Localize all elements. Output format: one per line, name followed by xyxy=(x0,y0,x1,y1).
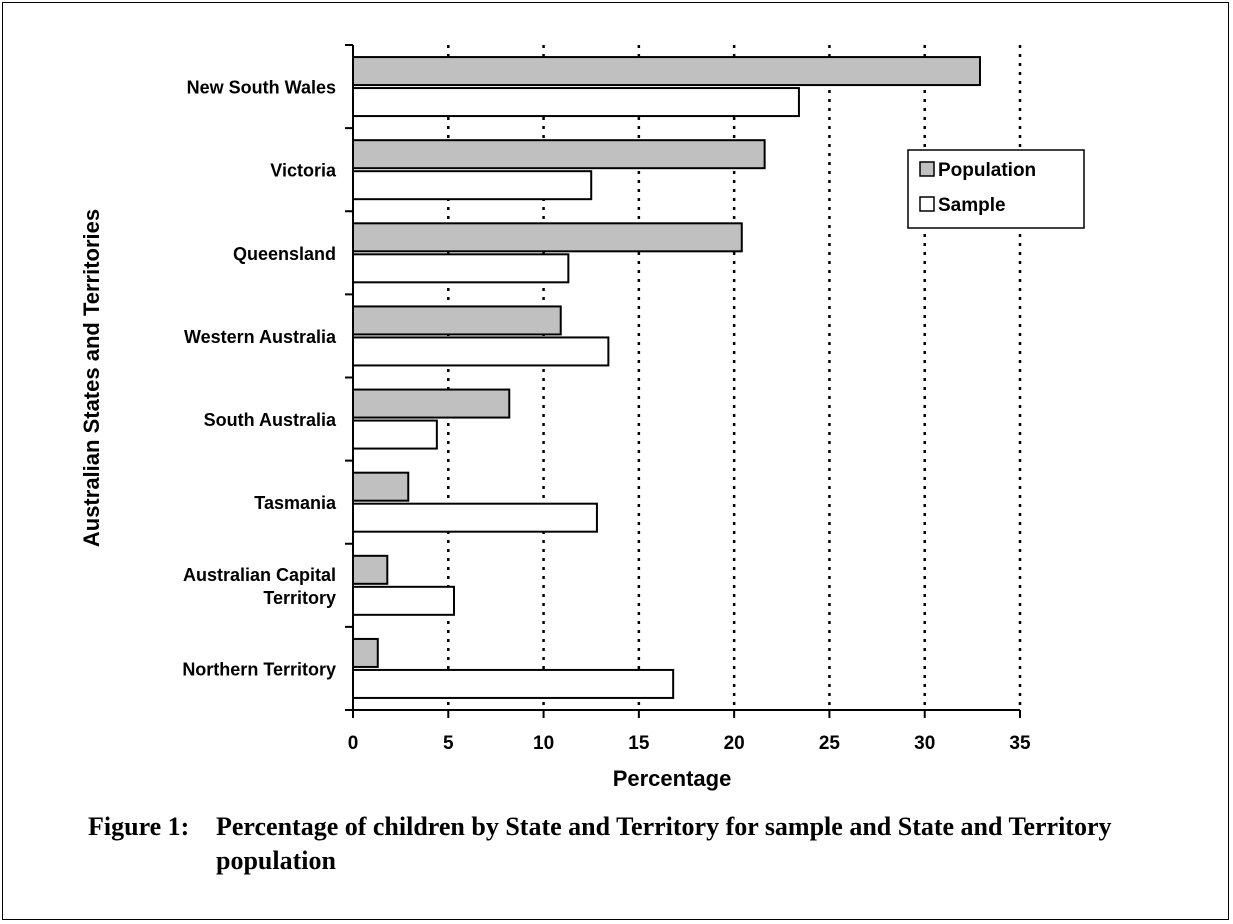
axes xyxy=(345,44,1021,718)
bar-sample xyxy=(352,585,456,616)
legend-label-population: Population xyxy=(938,160,1036,181)
bar-sample xyxy=(352,502,598,533)
bar-population xyxy=(352,139,766,170)
category-label: Territory xyxy=(263,588,336,608)
bar-population xyxy=(352,637,379,668)
bar-sample xyxy=(352,336,610,367)
bars xyxy=(352,56,981,699)
bar-sample xyxy=(352,253,570,284)
bar-sample xyxy=(352,668,675,699)
figure-caption-text: Percentage of children by State and Terr… xyxy=(216,812,1112,875)
figure-caption-label: Figure 1: xyxy=(88,812,190,841)
bar-sample xyxy=(352,170,593,201)
x-tick-label: 5 xyxy=(443,733,454,754)
legend-swatch-population xyxy=(919,161,935,177)
category-label: South Australia xyxy=(204,410,337,430)
category-label: Northern Territory xyxy=(182,659,336,679)
category-label: Queensland xyxy=(233,244,336,264)
bar-sample xyxy=(352,419,438,450)
legend-box xyxy=(907,149,1085,229)
bar-population xyxy=(352,554,389,585)
bar-population xyxy=(352,56,981,87)
bar-population xyxy=(352,305,562,336)
bar-population xyxy=(352,388,511,419)
tick-labels: 0 5 10 15 20 25 30 35 xyxy=(348,733,1031,754)
x-tick-label: 25 xyxy=(819,733,841,754)
category-label: New South Wales xyxy=(187,78,336,98)
x-tick-label: 35 xyxy=(1009,733,1031,754)
x-tick-label: 10 xyxy=(533,733,554,754)
bar-sample xyxy=(352,87,800,118)
bar-population xyxy=(352,222,743,253)
x-tick-label: 20 xyxy=(724,733,745,754)
legend-label-sample: Sample xyxy=(938,195,1006,216)
category-label: Western Australia xyxy=(184,327,337,347)
category-label: Victoria xyxy=(270,161,337,181)
x-tick-label: 30 xyxy=(914,733,935,754)
category-labels: New South Wales Victoria Queensland Western… xyxy=(182,78,337,680)
x-tick-label: 0 xyxy=(348,733,359,754)
legend-swatch-sample xyxy=(919,196,935,212)
x-axis-title: Percentage xyxy=(613,766,732,791)
x-tick-label: 15 xyxy=(628,733,650,754)
bar-population xyxy=(352,471,410,502)
category-label: Tasmania xyxy=(254,493,337,513)
y-axis-title: Australian States and Territories xyxy=(79,209,104,547)
category-label: Australian Capital xyxy=(183,565,336,585)
legend: Population Sample xyxy=(907,149,1085,229)
